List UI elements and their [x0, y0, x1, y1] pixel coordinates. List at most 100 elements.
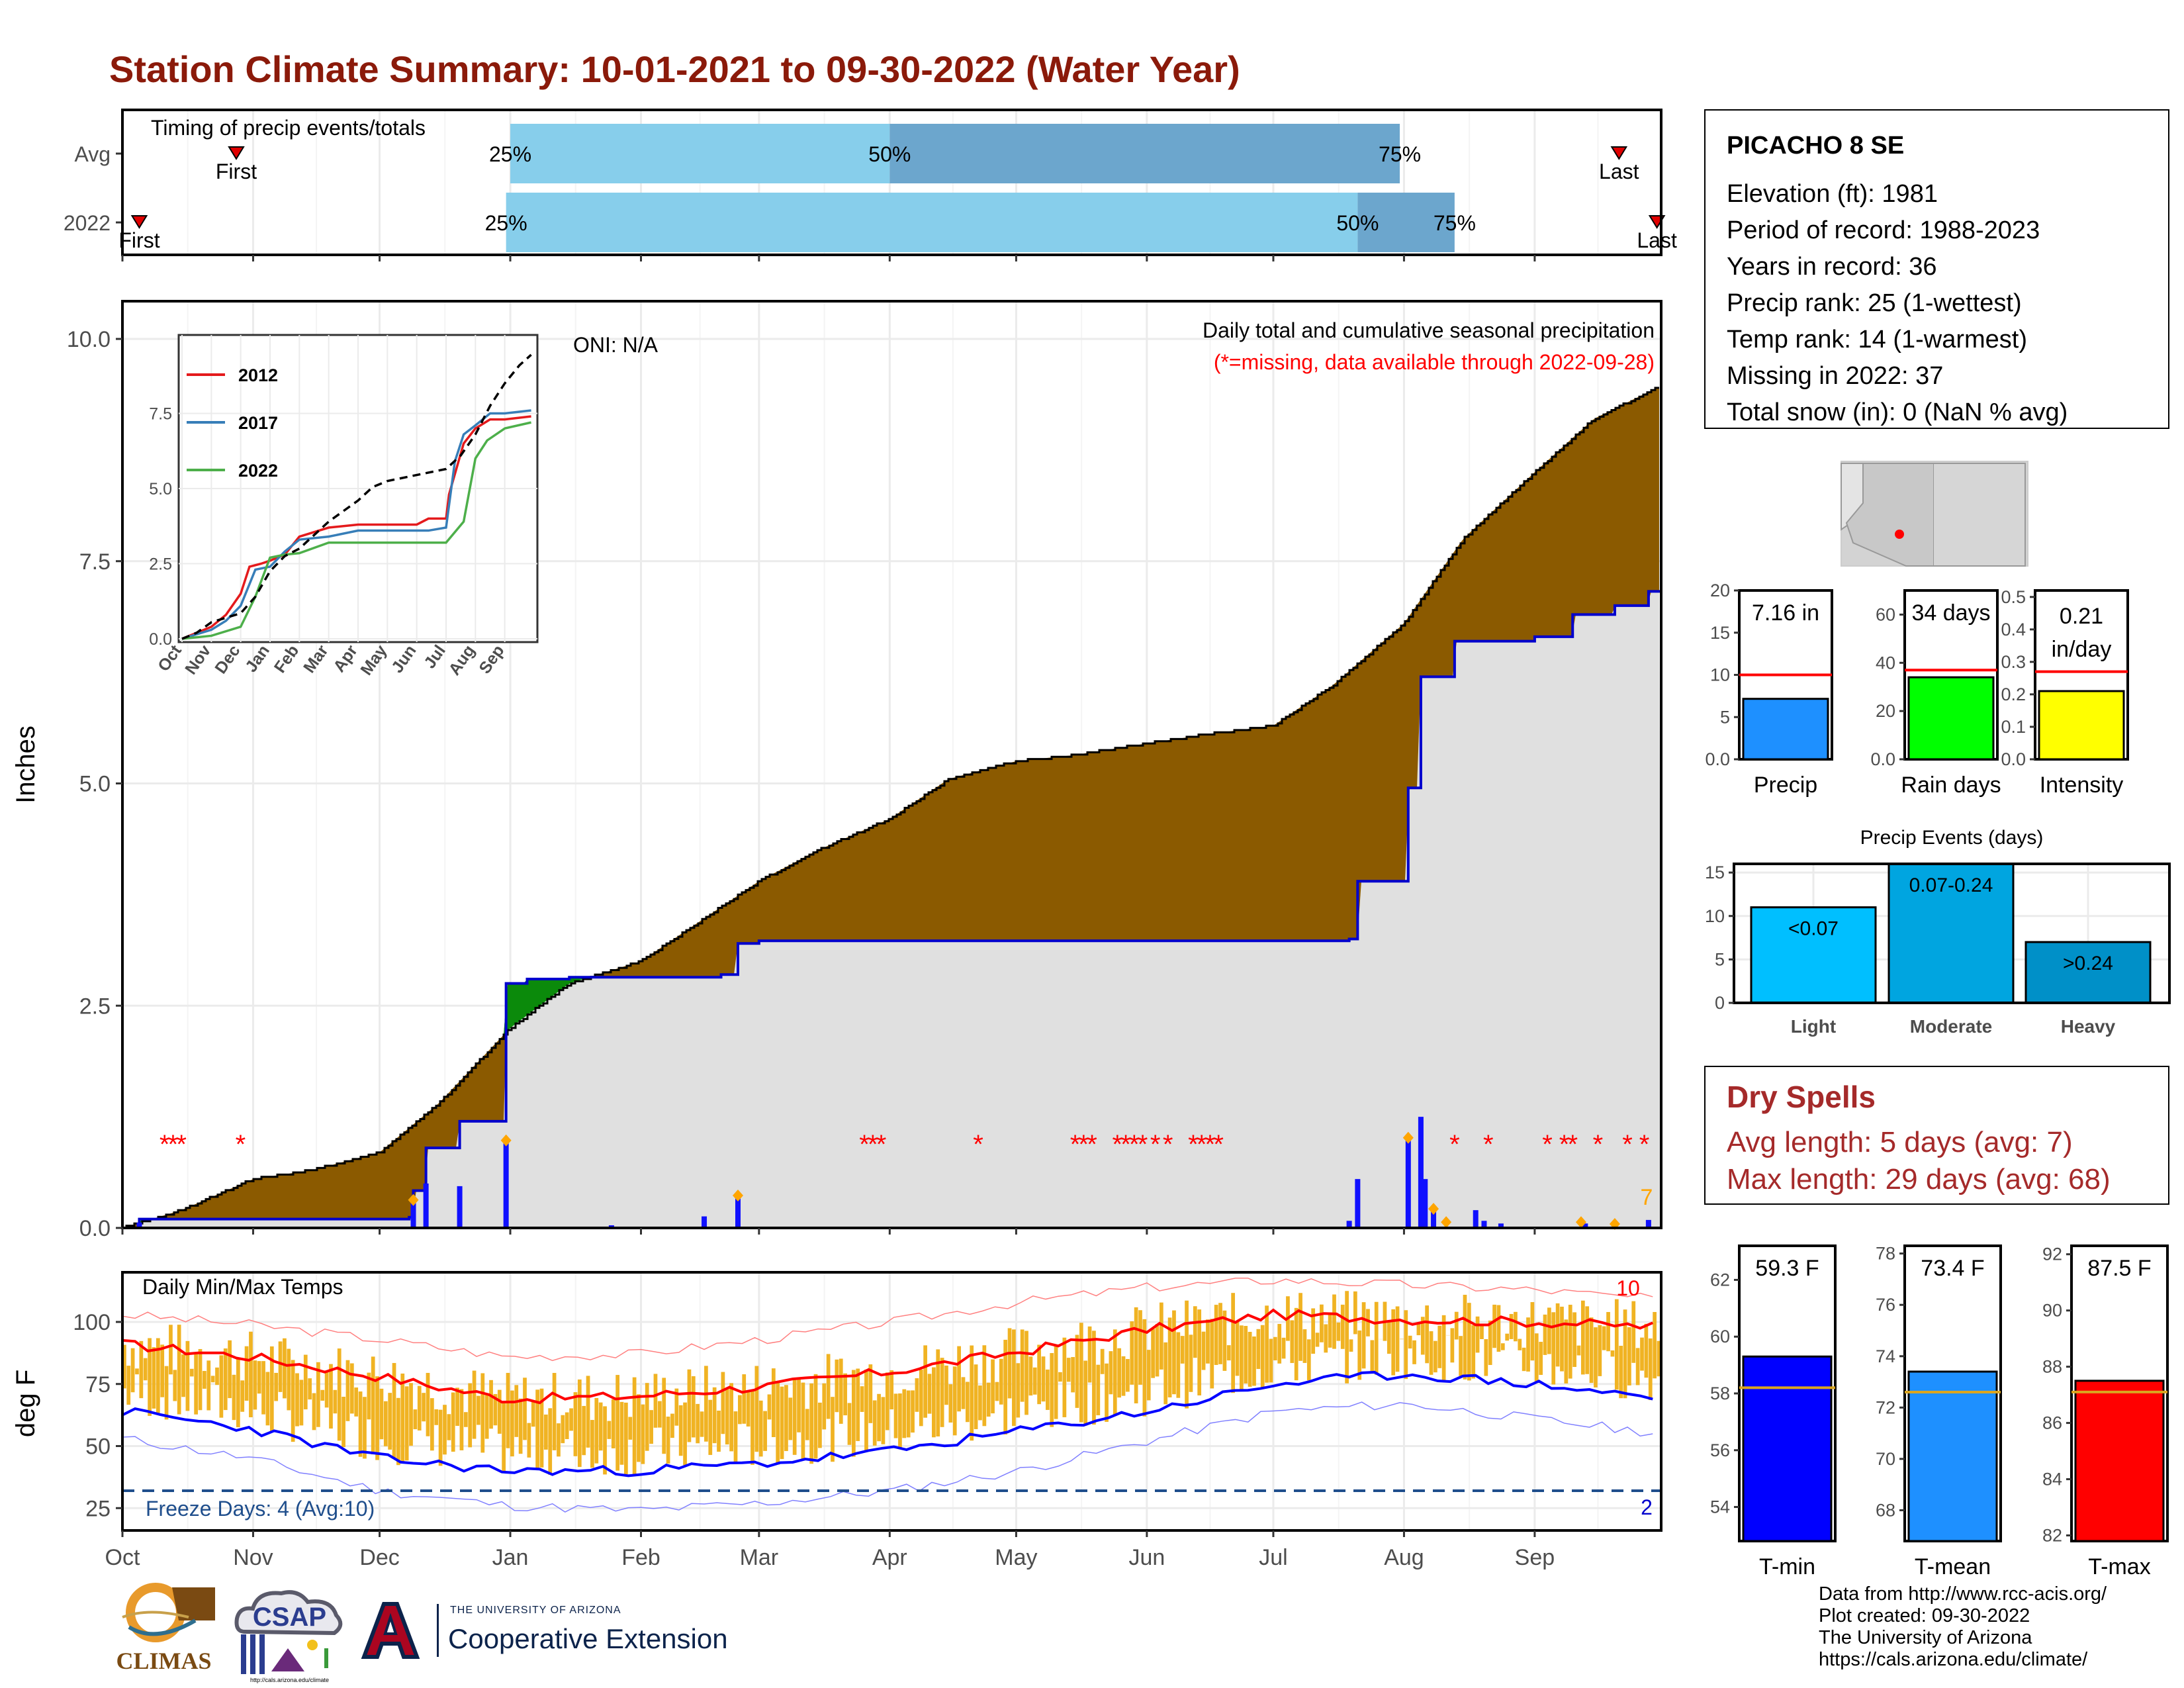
big-event-marker: [1441, 1216, 1452, 1229]
daily-temp-range-bar: [1395, 1306, 1400, 1372]
daily-temp-range-bar: [758, 1400, 763, 1457]
summary-category-label: Precip: [1754, 773, 1817, 798]
daily-temp-range-bar: [1429, 1331, 1433, 1375]
first-event-label: First: [216, 160, 257, 183]
timing-label-50: 50%: [1336, 211, 1379, 235]
y-tick-label: 0: [1715, 993, 1725, 1013]
daily-temp-range-bar: [1657, 1340, 1661, 1377]
daily-temp-range-bar: [678, 1405, 683, 1456]
daily-temp-range-bar: [143, 1358, 148, 1381]
daily-temp-range-bar: [413, 1409, 418, 1430]
average-max-line: [122, 1308, 1654, 1405]
missing-data-marker: *: [1188, 1130, 1199, 1159]
daily-temp-range-bar: [1032, 1367, 1037, 1395]
daily-temp-range-bar: [893, 1393, 898, 1438]
missing-data-marker: *: [236, 1130, 246, 1159]
daily-temp-range-bar: [1580, 1300, 1585, 1375]
y-tick-label: 54: [1710, 1497, 1730, 1517]
station-info-line: Missing in 2022: 37: [1727, 362, 1944, 390]
precip-event-bar-label: <0.07: [1788, 918, 1839, 940]
missing-data-marker: *: [1213, 1130, 1224, 1159]
big-event-marker: [1402, 1131, 1414, 1144]
daily-temp-range-bar: [1500, 1343, 1505, 1350]
daily-temp-range-bar: [1092, 1331, 1096, 1425]
missing-data-marker: *: [868, 1130, 878, 1159]
summary-value-label: 7.16 in: [1752, 600, 1819, 626]
missing-data-marker: *: [859, 1130, 870, 1159]
timing-label-25: 25%: [485, 211, 527, 235]
daily-temp-range-bar: [249, 1331, 253, 1418]
daily-temp-range-bar: [1492, 1304, 1496, 1348]
daily-temp-range-bar: [295, 1373, 299, 1427]
daily-temp-range-bar: [244, 1346, 249, 1401]
daily-precip-bar: [423, 1183, 429, 1228]
y-tick-label: 0.4: [2001, 620, 2026, 639]
daily-temp-range-bar: [649, 1410, 653, 1444]
daily-temp-range-bar: [189, 1368, 194, 1377]
daily-temp-range-bar: [1467, 1303, 1471, 1381]
daily-temp-range-bar: [831, 1397, 835, 1462]
y-tick-label: 0.1: [2001, 717, 2026, 737]
y-tick-label: 86: [2042, 1413, 2062, 1433]
y-tick-label: 68: [1876, 1500, 1895, 1520]
daily-temp-range-bar: [1138, 1310, 1142, 1385]
temps-frame: [121, 1271, 1662, 1532]
daily-temp-range-bar: [185, 1340, 190, 1411]
missing-data-marker: *: [1449, 1130, 1460, 1159]
y-tick-label: 58: [1710, 1383, 1730, 1403]
daily-temp-range-bar: [1193, 1306, 1197, 1358]
precip-events-chart: Precip Events (days) <0.07 Light 0.07-0.24 M…: [1705, 827, 2171, 1037]
daily-temp-range-bar: [1189, 1335, 1193, 1392]
daily-temp-range-bar: [1357, 1330, 1362, 1380]
daily-temp-range-bar: [902, 1389, 907, 1438]
daily-temp-range-bar: [358, 1391, 363, 1457]
station-info-line: Elevation (ft): 1981: [1727, 180, 1938, 208]
missing-data-marker: *: [973, 1130, 983, 1159]
data-credits: Data from http://www.rcc-acis.org/ Plot …: [1819, 1583, 2107, 1671]
daily-temp-range-bar: [835, 1359, 839, 1413]
daily-temp-range-bar: [1054, 1344, 1058, 1419]
daily-temp-range-bar: [1496, 1305, 1501, 1352]
daily-temp-range-bar: [1450, 1328, 1455, 1363]
daily-temp-range-bar: [1437, 1325, 1442, 1368]
station-info-line: Temp rank: 14 (1-warmest): [1727, 326, 2028, 353]
daily-temp-range-bar: [1614, 1299, 1619, 1390]
daily-temp-range-bar: [965, 1382, 970, 1423]
y-tick-label: 7.5: [79, 549, 111, 575]
daily-temp-range-bar: [400, 1374, 405, 1462]
daily-temp-range-bar: [1218, 1303, 1222, 1364]
daily-temp-range-bar: [489, 1380, 493, 1429]
daily-temp-range-bar: [198, 1348, 203, 1411]
daily-temp-range-bar: [1185, 1300, 1189, 1409]
missing-data-marker: *: [1138, 1130, 1148, 1159]
timing-bar-25-50: [506, 193, 1358, 252]
daily-temp-range-bar: [438, 1409, 443, 1466]
daily-temp-range-bar: [219, 1355, 224, 1418]
csap-logo[interactable]: CSAP http://cals.arizona.edu/climate: [232, 1585, 347, 1685]
summary-value-label: 73.4 F: [1921, 1256, 1984, 1281]
x-tick-label: Jun: [1128, 1545, 1165, 1570]
daily-temp-range-bar: [1306, 1339, 1311, 1381]
y-tick-label: 5: [1720, 707, 1730, 727]
daily-temp-range-bar: [236, 1358, 240, 1428]
ua-cooperative-extension-logo[interactable]: THE UNIVERSITY OF ARIZONA Cooperative Ex…: [361, 1601, 745, 1660]
csap-cloud-icon: [234, 1590, 343, 1674]
precip-event-bar: [1888, 863, 2015, 1004]
daily-temp-range-bar: [974, 1364, 978, 1429]
daily-temp-range-bar: [122, 1344, 126, 1389]
climas-logo[interactable]: CLIMAS: [109, 1581, 218, 1680]
daily-temp-range-bar: [1463, 1294, 1467, 1380]
station-info-line: Period of record: 1988-2023: [1727, 216, 2040, 244]
inset-y-tick-label: 5.0: [149, 480, 172, 498]
daily-temp-range-bar: [961, 1377, 966, 1409]
daily-temp-range-bar: [1126, 1358, 1130, 1392]
daily-temp-range-bar: [624, 1402, 628, 1475]
missing-data-marker: *: [1129, 1130, 1140, 1159]
record-min-count: 2: [1641, 1495, 1653, 1519]
inset-chart: 0.02.55.07.5201220172022OctNovDecJanFebM…: [149, 334, 539, 679]
daily-temp-range-bar: [1526, 1317, 1530, 1372]
daily-temp-range-bar: [371, 1356, 375, 1455]
precip-event-bar: [1750, 906, 1877, 1004]
daily-temp-range-bar: [1522, 1347, 1526, 1372]
